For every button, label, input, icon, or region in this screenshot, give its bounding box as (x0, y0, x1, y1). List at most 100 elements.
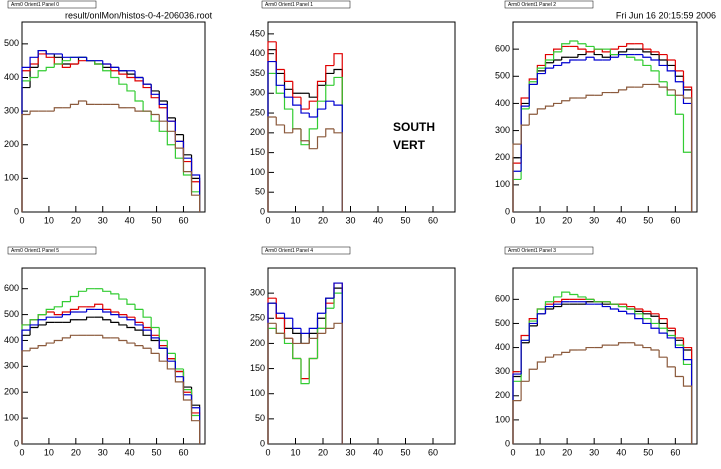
histogram-step (85, 316, 95, 320)
x-tick-label: 0 (19, 215, 24, 225)
y-tick-label: 300 (250, 288, 265, 298)
histogram-step (126, 84, 136, 92)
histogram-step (118, 70, 127, 75)
histogram-step (569, 292, 578, 296)
histogram-step (190, 394, 201, 444)
histogram-step (69, 103, 79, 108)
histogram-step (134, 107, 144, 112)
histogram-step (561, 62, 570, 66)
histogram-step (666, 357, 676, 368)
frame (267, 267, 456, 445)
histogram-step (267, 322, 277, 444)
y-tick-label: 50 (255, 187, 265, 197)
histogram-step (292, 128, 301, 133)
histogram-step (300, 328, 310, 334)
histogram-step (601, 304, 611, 308)
x-tick-label: 0 (510, 215, 515, 225)
x-tick-label: 10 (290, 447, 300, 457)
histogram-step (552, 303, 562, 307)
x-tick-label: 20 (318, 215, 328, 225)
x-tick-label: 30 (345, 215, 355, 225)
histogram-step (77, 100, 87, 105)
y-tick-label: 150 (250, 147, 265, 157)
histogram-step (308, 140, 318, 150)
histogram-step (561, 298, 570, 302)
histogram-step (642, 60, 651, 67)
histogram-step (650, 49, 660, 53)
histogram-step (126, 317, 136, 321)
histogram-step (626, 43, 635, 47)
histogram-step (190, 161, 201, 212)
histogram-step (118, 322, 127, 326)
histogram-step (520, 97, 530, 164)
histogram-step (561, 291, 570, 297)
histogram-step (674, 70, 684, 83)
histogram-step (150, 84, 160, 92)
histogram-step (308, 128, 318, 145)
histogram-step (552, 59, 562, 63)
histogram-step (658, 349, 668, 358)
histogram-step (593, 46, 603, 50)
histogram-step (308, 113, 318, 118)
histogram-step (512, 380, 522, 444)
histogram-step (37, 324, 47, 328)
x-tick-label: 0 (265, 215, 270, 225)
histogram-step (267, 327, 277, 444)
histogram-step (85, 57, 95, 62)
frame (512, 21, 698, 213)
x-tick-label: 50 (643, 215, 653, 225)
x-tick-label: 30 (345, 447, 355, 457)
histogram-step (325, 307, 334, 329)
histogram-step (29, 326, 39, 336)
x-tick-label: 40 (125, 447, 135, 457)
histogram-step (333, 282, 343, 444)
histogram-step (134, 90, 144, 102)
histogram-step (552, 296, 562, 302)
y-tick-label: 300 (4, 361, 19, 371)
histogram-step (85, 288, 95, 292)
histogram-step (593, 299, 603, 303)
histogram-step (21, 350, 31, 444)
histogram-step (674, 337, 684, 349)
histogram-step (69, 334, 79, 338)
histogram-step (174, 121, 184, 142)
histogram-step (536, 72, 546, 85)
histogram-step (552, 51, 562, 60)
histogram-step (275, 61, 285, 86)
histogram-step (569, 349, 578, 353)
y-tick-label: 500 (4, 38, 19, 48)
y-tick-label: 600 (495, 44, 510, 54)
histogram-step (142, 322, 152, 329)
histogram-step (682, 337, 693, 444)
histogram-step (512, 170, 522, 212)
histogram-step (650, 311, 660, 315)
histogram-step (552, 305, 562, 309)
histogram-step (29, 110, 39, 115)
histogram-step (190, 175, 201, 212)
histogram-step (609, 56, 619, 60)
frame (267, 21, 456, 213)
y-tick-label: 250 (250, 107, 265, 117)
histogram-step (544, 62, 554, 71)
y-tick-label: 0 (260, 206, 265, 216)
y-tick-label: 400 (4, 72, 19, 82)
histogram-step (650, 318, 660, 325)
histogram-step (174, 121, 184, 142)
histogram-step (674, 328, 684, 339)
histogram-step (61, 60, 71, 65)
histogram-step (609, 306, 619, 310)
histogram-step (283, 93, 293, 110)
y-tick-label: 0 (260, 438, 265, 448)
histogram-step (267, 116, 277, 212)
histogram-step (634, 57, 643, 61)
histogram-step (325, 297, 334, 314)
histogram-step (29, 319, 39, 325)
histogram-step (634, 342, 643, 346)
histogram-step (536, 70, 546, 85)
x-tick-label: 30 (98, 215, 108, 225)
histogram-step (333, 292, 343, 444)
histogram-step (134, 304, 144, 311)
histogram-step (552, 354, 562, 358)
histogram-step (682, 70, 693, 212)
histogram-step (275, 41, 285, 71)
